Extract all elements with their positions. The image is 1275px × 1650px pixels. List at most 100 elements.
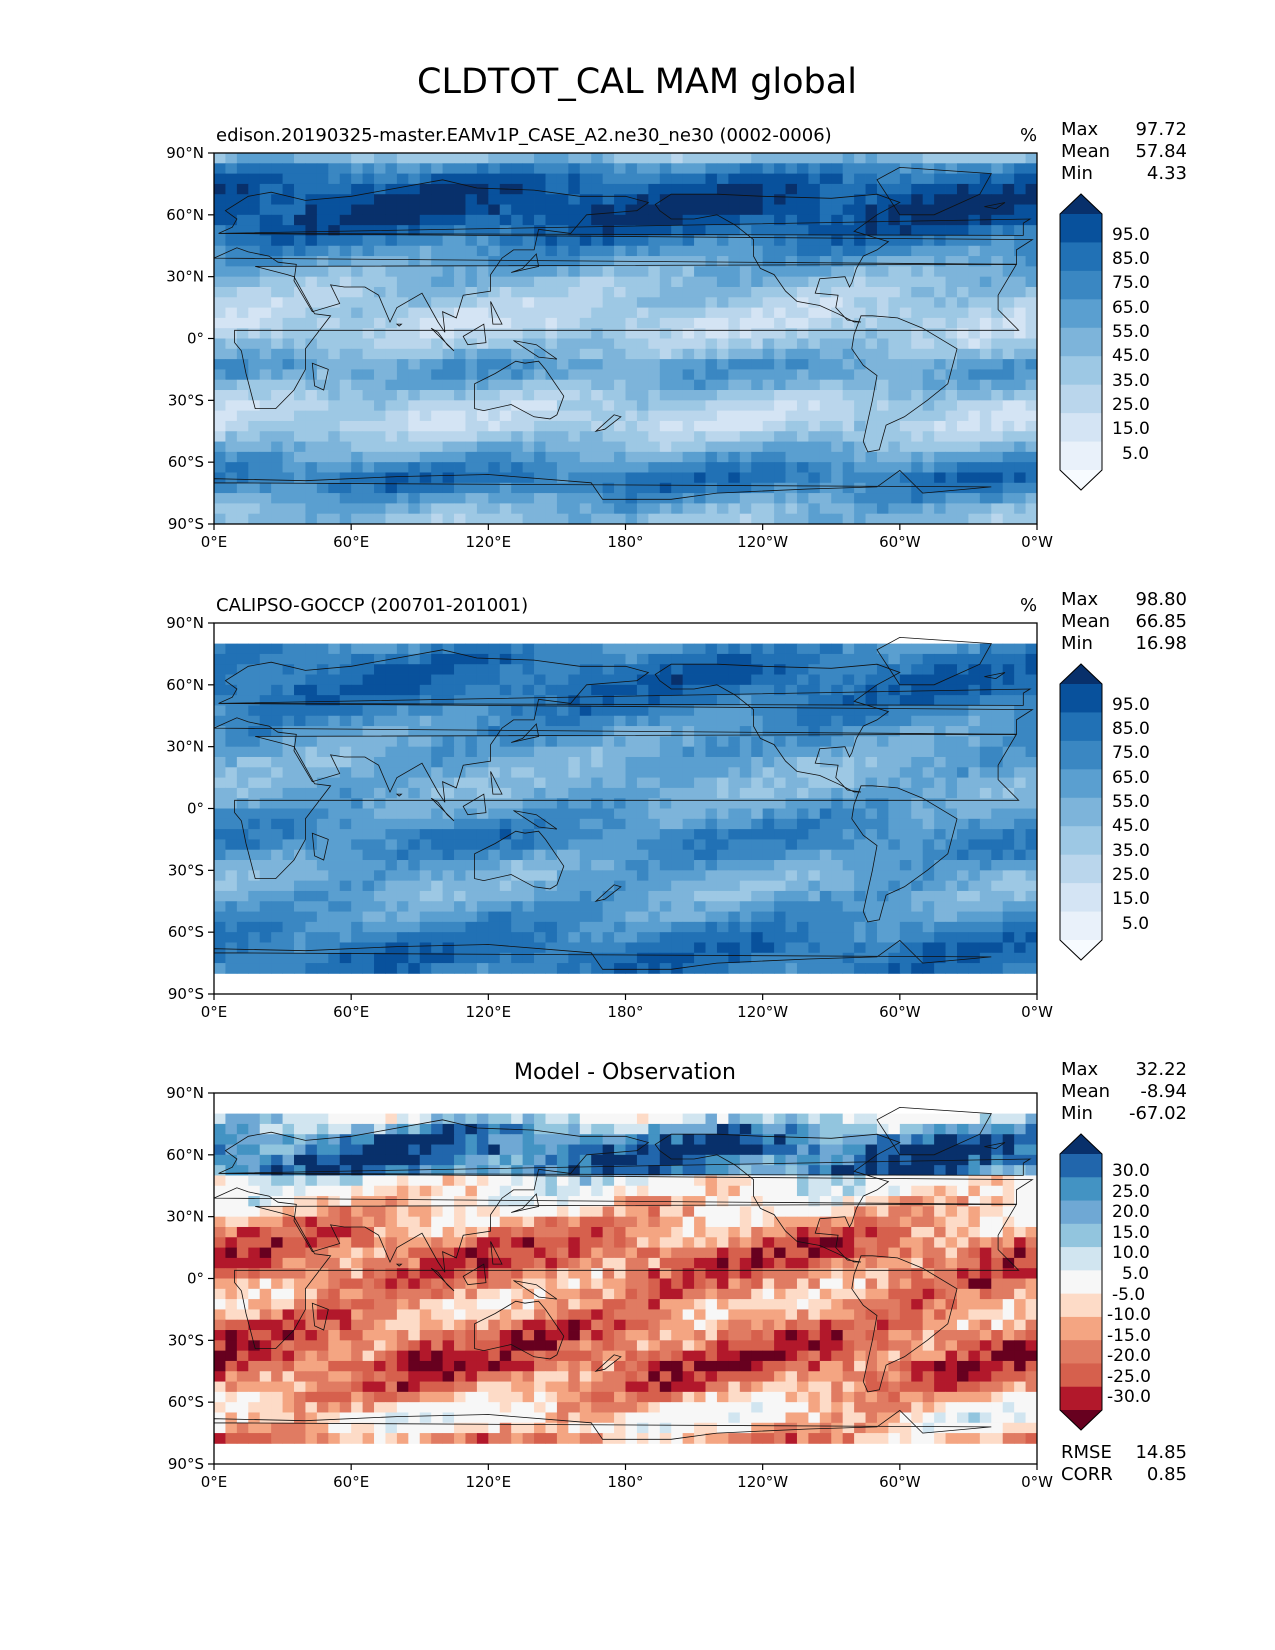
grid-cell [499,359,512,370]
grid-cell [716,307,729,319]
grid-cell [431,849,444,861]
grid-cell [979,664,992,675]
grid-cell [499,390,512,401]
grid-cell [396,952,409,964]
grid-cell [648,715,661,727]
grid-cell [374,513,386,524]
grid-cell [339,860,352,871]
grid-cell [214,462,226,473]
grid-cell [819,235,832,247]
grid-cell [511,493,524,504]
grid-cell [648,328,661,339]
grid-cell [522,317,535,329]
grid-cell [671,513,684,524]
grid-cell [534,183,546,195]
grid-cell [591,643,604,655]
grid-cell [225,235,238,247]
grid-cell [614,276,626,288]
grid-cell [579,705,592,717]
grid-cell [282,420,295,432]
grid-cell [591,472,604,484]
grid-cell [636,808,649,820]
grid-cell [316,493,329,504]
grid-cell [316,225,329,236]
grid-cell [522,235,535,247]
grid-cell [762,643,775,655]
grid-cell [659,297,672,308]
grid-cell [625,643,638,655]
grid-cell [899,493,912,504]
grid-cell [648,369,661,381]
grid-cell [888,307,901,319]
grid-cell [305,266,318,278]
grid-cell [774,214,786,226]
grid-cell [1014,643,1026,655]
grid-cell [534,756,546,768]
grid-cell [636,818,649,830]
grid-cell [294,153,306,164]
grid-cell [591,266,604,278]
grid-cell [762,286,775,298]
grid-cell [865,695,878,706]
grid-cell [991,153,1004,164]
grid-cell [385,317,398,329]
grid-cell [842,493,855,504]
grid-cell [236,369,249,381]
grid-cell [214,225,226,236]
grid-cell [522,829,535,840]
grid-cell [476,328,489,339]
grid-cell [808,462,821,473]
grid-cell [214,664,226,675]
grid-cell [716,338,729,350]
grid-cell [831,441,844,453]
grid-cell [682,390,695,401]
grid-cell [648,818,661,830]
grid-cell [945,503,958,515]
coastline [311,362,329,391]
grid-cell [248,194,261,205]
grid-cell [282,307,295,319]
grid-cell [876,860,889,871]
grid-cell [305,695,318,706]
grid-cell [431,235,444,247]
grid-cell [225,963,238,974]
grid-cell [831,829,844,840]
grid-cell [671,163,684,175]
grid-cell [945,359,958,370]
grid-cell [374,736,386,748]
grid-cell [545,451,558,463]
grid-cell [579,921,592,933]
grid-cell [682,777,695,789]
grid-cell [522,890,535,902]
grid-cell [259,849,272,861]
grid-cell [385,911,398,923]
grid-cell [774,359,786,370]
grid-cell [328,420,341,432]
grid-cell [282,684,295,696]
grid-cell [979,297,992,308]
grid-cell [545,684,558,696]
grid-cell [1025,705,1037,717]
grid-cell [374,705,386,717]
grid-cell [362,684,375,696]
grid-cell [888,369,901,381]
grid-cell [214,695,226,706]
grid-cell [796,256,809,267]
grid-cell [556,348,569,360]
grid-cell [911,932,924,943]
grid-cell [408,390,421,401]
grid-cell [385,235,398,247]
grid-cell [545,503,558,515]
grid-cell [214,715,226,727]
grid-cell [488,777,501,789]
grid-cell [808,153,821,164]
grid-cell [625,890,638,902]
grid-cell [888,808,901,820]
grid-cell [614,503,626,515]
grid-cell [316,163,329,175]
grid-cell [636,860,649,871]
grid-cell [865,777,878,789]
grid-cell [636,715,649,727]
grid-cell [614,880,626,892]
grid-cell [968,441,981,453]
